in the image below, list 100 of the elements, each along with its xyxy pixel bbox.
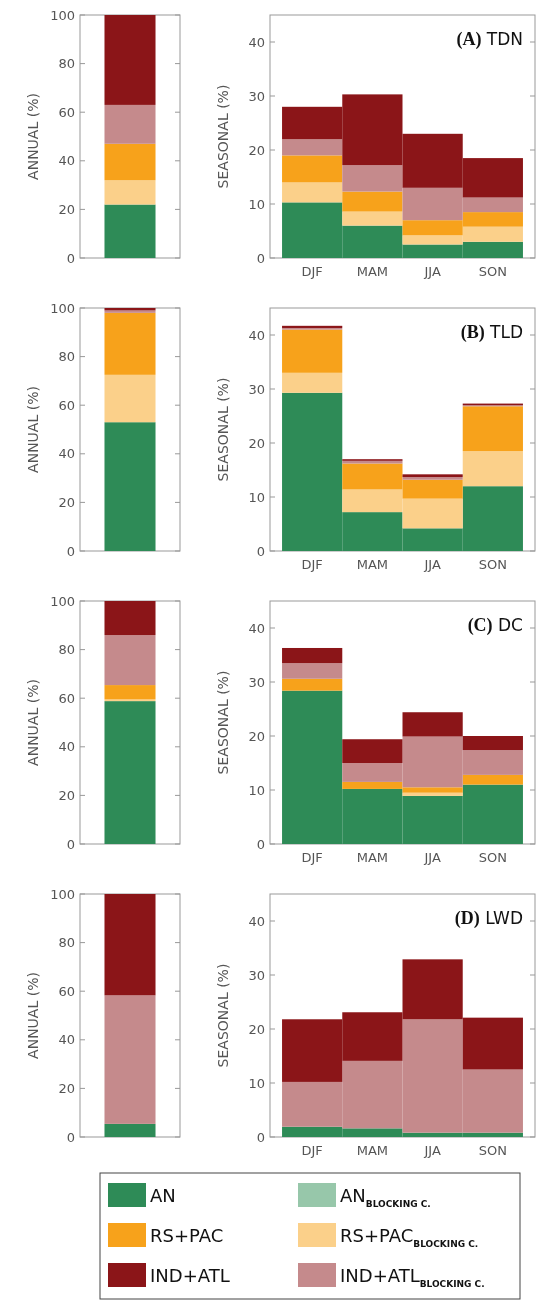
bar (342, 739, 403, 763)
bar (342, 191, 403, 212)
bar (462, 451, 523, 487)
y-axis-title: SEASONAL (%) (215, 84, 231, 189)
x-tick-label: DJF (301, 557, 323, 572)
y-tick-label: 0 (66, 250, 75, 266)
bar (104, 685, 156, 700)
y-tick-label: 30 (248, 967, 265, 983)
bar (104, 15, 156, 105)
x-tick-label: DJF (301, 1143, 323, 1158)
text: (C) DC (467, 615, 523, 636)
y-tick-label: 40 (58, 153, 75, 169)
y-tick-label: 20 (58, 201, 75, 217)
y-tick-label: 0 (256, 250, 265, 266)
y-tick-label: 40 (58, 739, 75, 755)
y-tick-label: 10 (248, 196, 265, 212)
bar (342, 211, 403, 226)
bar (402, 792, 463, 796)
bar (282, 182, 343, 203)
legend-label: RS+PAC (150, 1225, 224, 1246)
bar (104, 180, 156, 205)
y-tick-label: 40 (248, 620, 265, 636)
x-tick-label: JJA (423, 557, 441, 572)
bar (104, 143, 156, 181)
y-tick-label: 10 (248, 1075, 265, 1091)
y-tick-label: 30 (248, 88, 265, 104)
y-tick-label: 20 (58, 787, 75, 803)
x-tick-label: SON (478, 557, 507, 572)
y-tick-label: 80 (58, 642, 75, 658)
x-tick-label: JJA (423, 1143, 441, 1158)
x-tick-label: JJA (423, 264, 441, 279)
bar (104, 701, 156, 844)
bar (282, 155, 343, 183)
y-tick-label: 40 (248, 327, 265, 343)
y-tick-label: 0 (66, 836, 75, 852)
y-tick-label: 80 (58, 349, 75, 365)
y-tick-label: 30 (248, 381, 265, 397)
x-tick-label: DJF (301, 264, 323, 279)
bar (282, 678, 343, 691)
y-tick-label: 40 (58, 446, 75, 462)
bar (282, 647, 343, 664)
y-axis-title: SEASONAL (%) (215, 377, 231, 482)
y-tick-label: 60 (58, 690, 75, 706)
y-tick-label: 0 (66, 1129, 75, 1145)
y-tick-label: 10 (248, 782, 265, 798)
x-tick-label: SON (478, 1143, 507, 1158)
bar (282, 329, 343, 373)
bar (104, 995, 156, 1124)
text: (B) TLD (460, 322, 523, 343)
y-tick-label: 20 (248, 1021, 265, 1037)
bar (104, 894, 156, 996)
legend-label: RS+PAC$_{BLOCKING C.}$ (340, 1225, 479, 1249)
x-tick-label: JJA (423, 850, 441, 865)
bar (104, 422, 156, 551)
bar (282, 372, 343, 393)
y-axis-title: ANNUAL (%) (25, 93, 41, 180)
y-tick-label: 0 (256, 836, 265, 852)
bar (104, 1123, 156, 1137)
x-tick-label: SON (478, 264, 507, 279)
bar (104, 635, 156, 686)
x-tick-label: DJF (301, 850, 323, 865)
legend-label: AN$_{BLOCKING C.}$ (340, 1185, 431, 1209)
legend-label: IND+ATL (150, 1265, 230, 1286)
y-tick-label: 40 (58, 1032, 75, 1048)
y-tick-label: 60 (58, 397, 75, 413)
x-tick-label: MAM (356, 1143, 389, 1158)
y-tick-label: 100 (50, 7, 75, 23)
text: (A) TDN (456, 29, 523, 50)
bar (104, 104, 156, 144)
y-axis-title: SEASONAL (%) (215, 963, 231, 1068)
y-tick-label: 80 (58, 935, 75, 951)
bar (282, 139, 343, 156)
y-tick-label: 100 (50, 593, 75, 609)
y-tick-label: 0 (256, 543, 265, 559)
bar (104, 312, 156, 375)
y-axis-title: ANNUAL (%) (25, 386, 41, 473)
bar (462, 406, 523, 452)
y-tick-label: 20 (248, 435, 265, 451)
x-tick-label: MAM (356, 557, 389, 572)
y-tick-label: 40 (248, 34, 265, 50)
bar (462, 774, 523, 785)
y-tick-label: 0 (66, 543, 75, 559)
bar (104, 374, 156, 423)
y-tick-label: 20 (58, 1080, 75, 1096)
legend-label: AN (150, 1185, 176, 1206)
bar (282, 663, 343, 679)
y-tick-label: 100 (50, 300, 75, 316)
y-tick-label: 60 (58, 983, 75, 999)
y-axis-title: SEASONAL (%) (215, 670, 231, 775)
y-tick-label: 20 (248, 142, 265, 158)
x-tick-label: MAM (356, 264, 389, 279)
legend-label: IND+ATL$_{BLOCKING C.}$ (340, 1265, 485, 1289)
y-tick-label: 30 (248, 674, 265, 690)
x-tick-label: SON (478, 850, 507, 865)
y-tick-label: 0 (256, 1129, 265, 1145)
x-tick-label: MAM (356, 850, 389, 865)
y-tick-label: 20 (248, 728, 265, 744)
y-tick-label: 10 (248, 489, 265, 505)
y-tick-label: 40 (248, 913, 265, 929)
y-tick-label: 60 (58, 104, 75, 120)
